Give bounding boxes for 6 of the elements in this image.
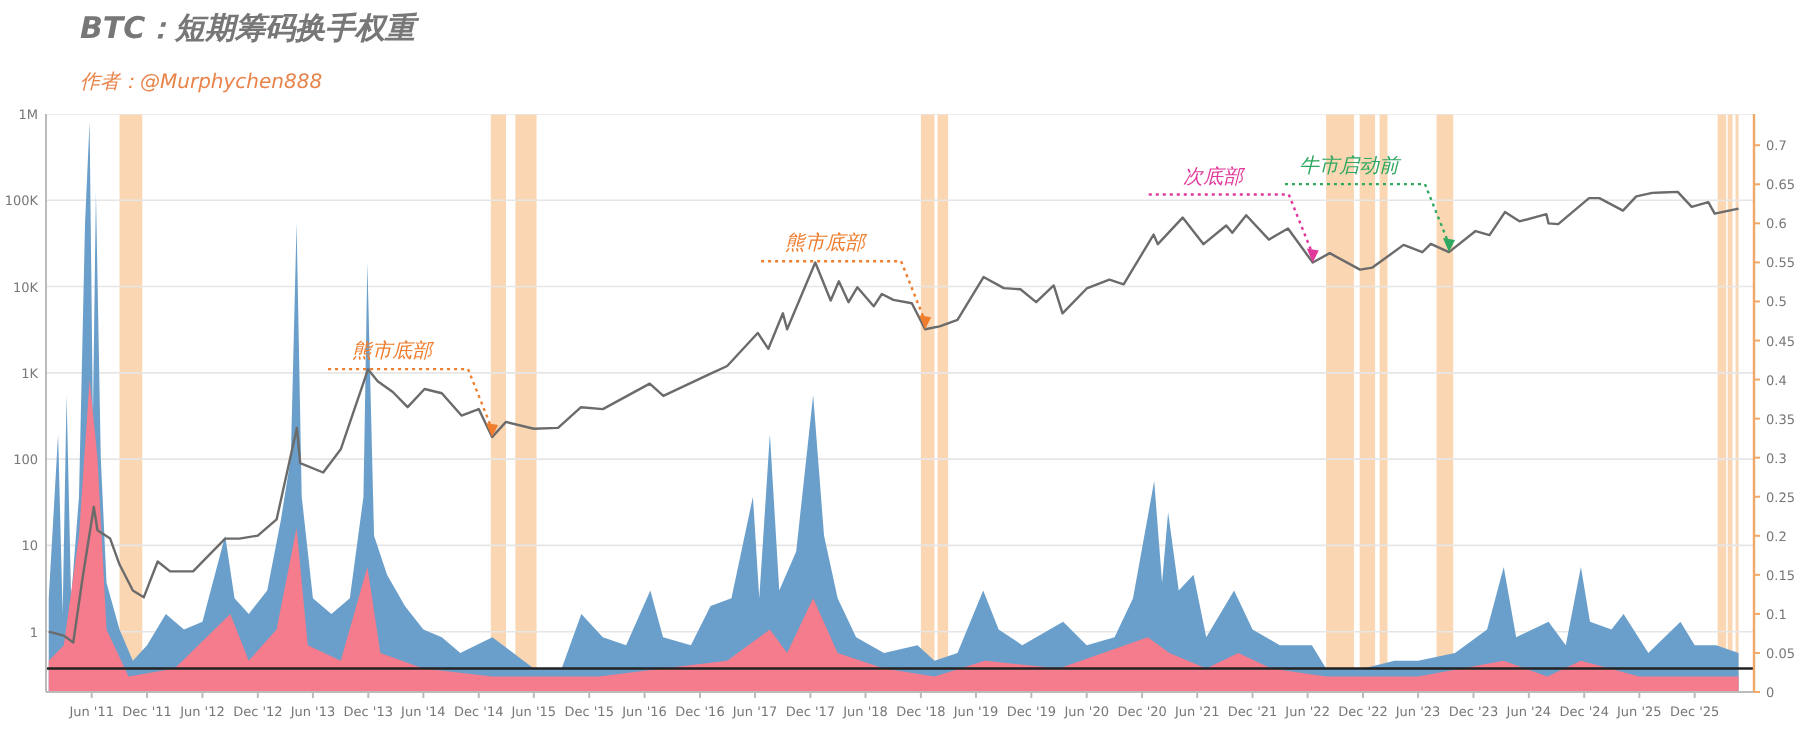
annotation: 熊市底部: [785, 231, 870, 256]
annotation: 次底部: [1182, 164, 1247, 189]
line-series: [47, 190, 1740, 644]
annotation: 牛市启动前: [1298, 154, 1403, 179]
chart-title: BTC：短期筹码换手权重: [80, 10, 422, 46]
chart-subtitle: 作者：@Murphychen888: [80, 70, 323, 94]
